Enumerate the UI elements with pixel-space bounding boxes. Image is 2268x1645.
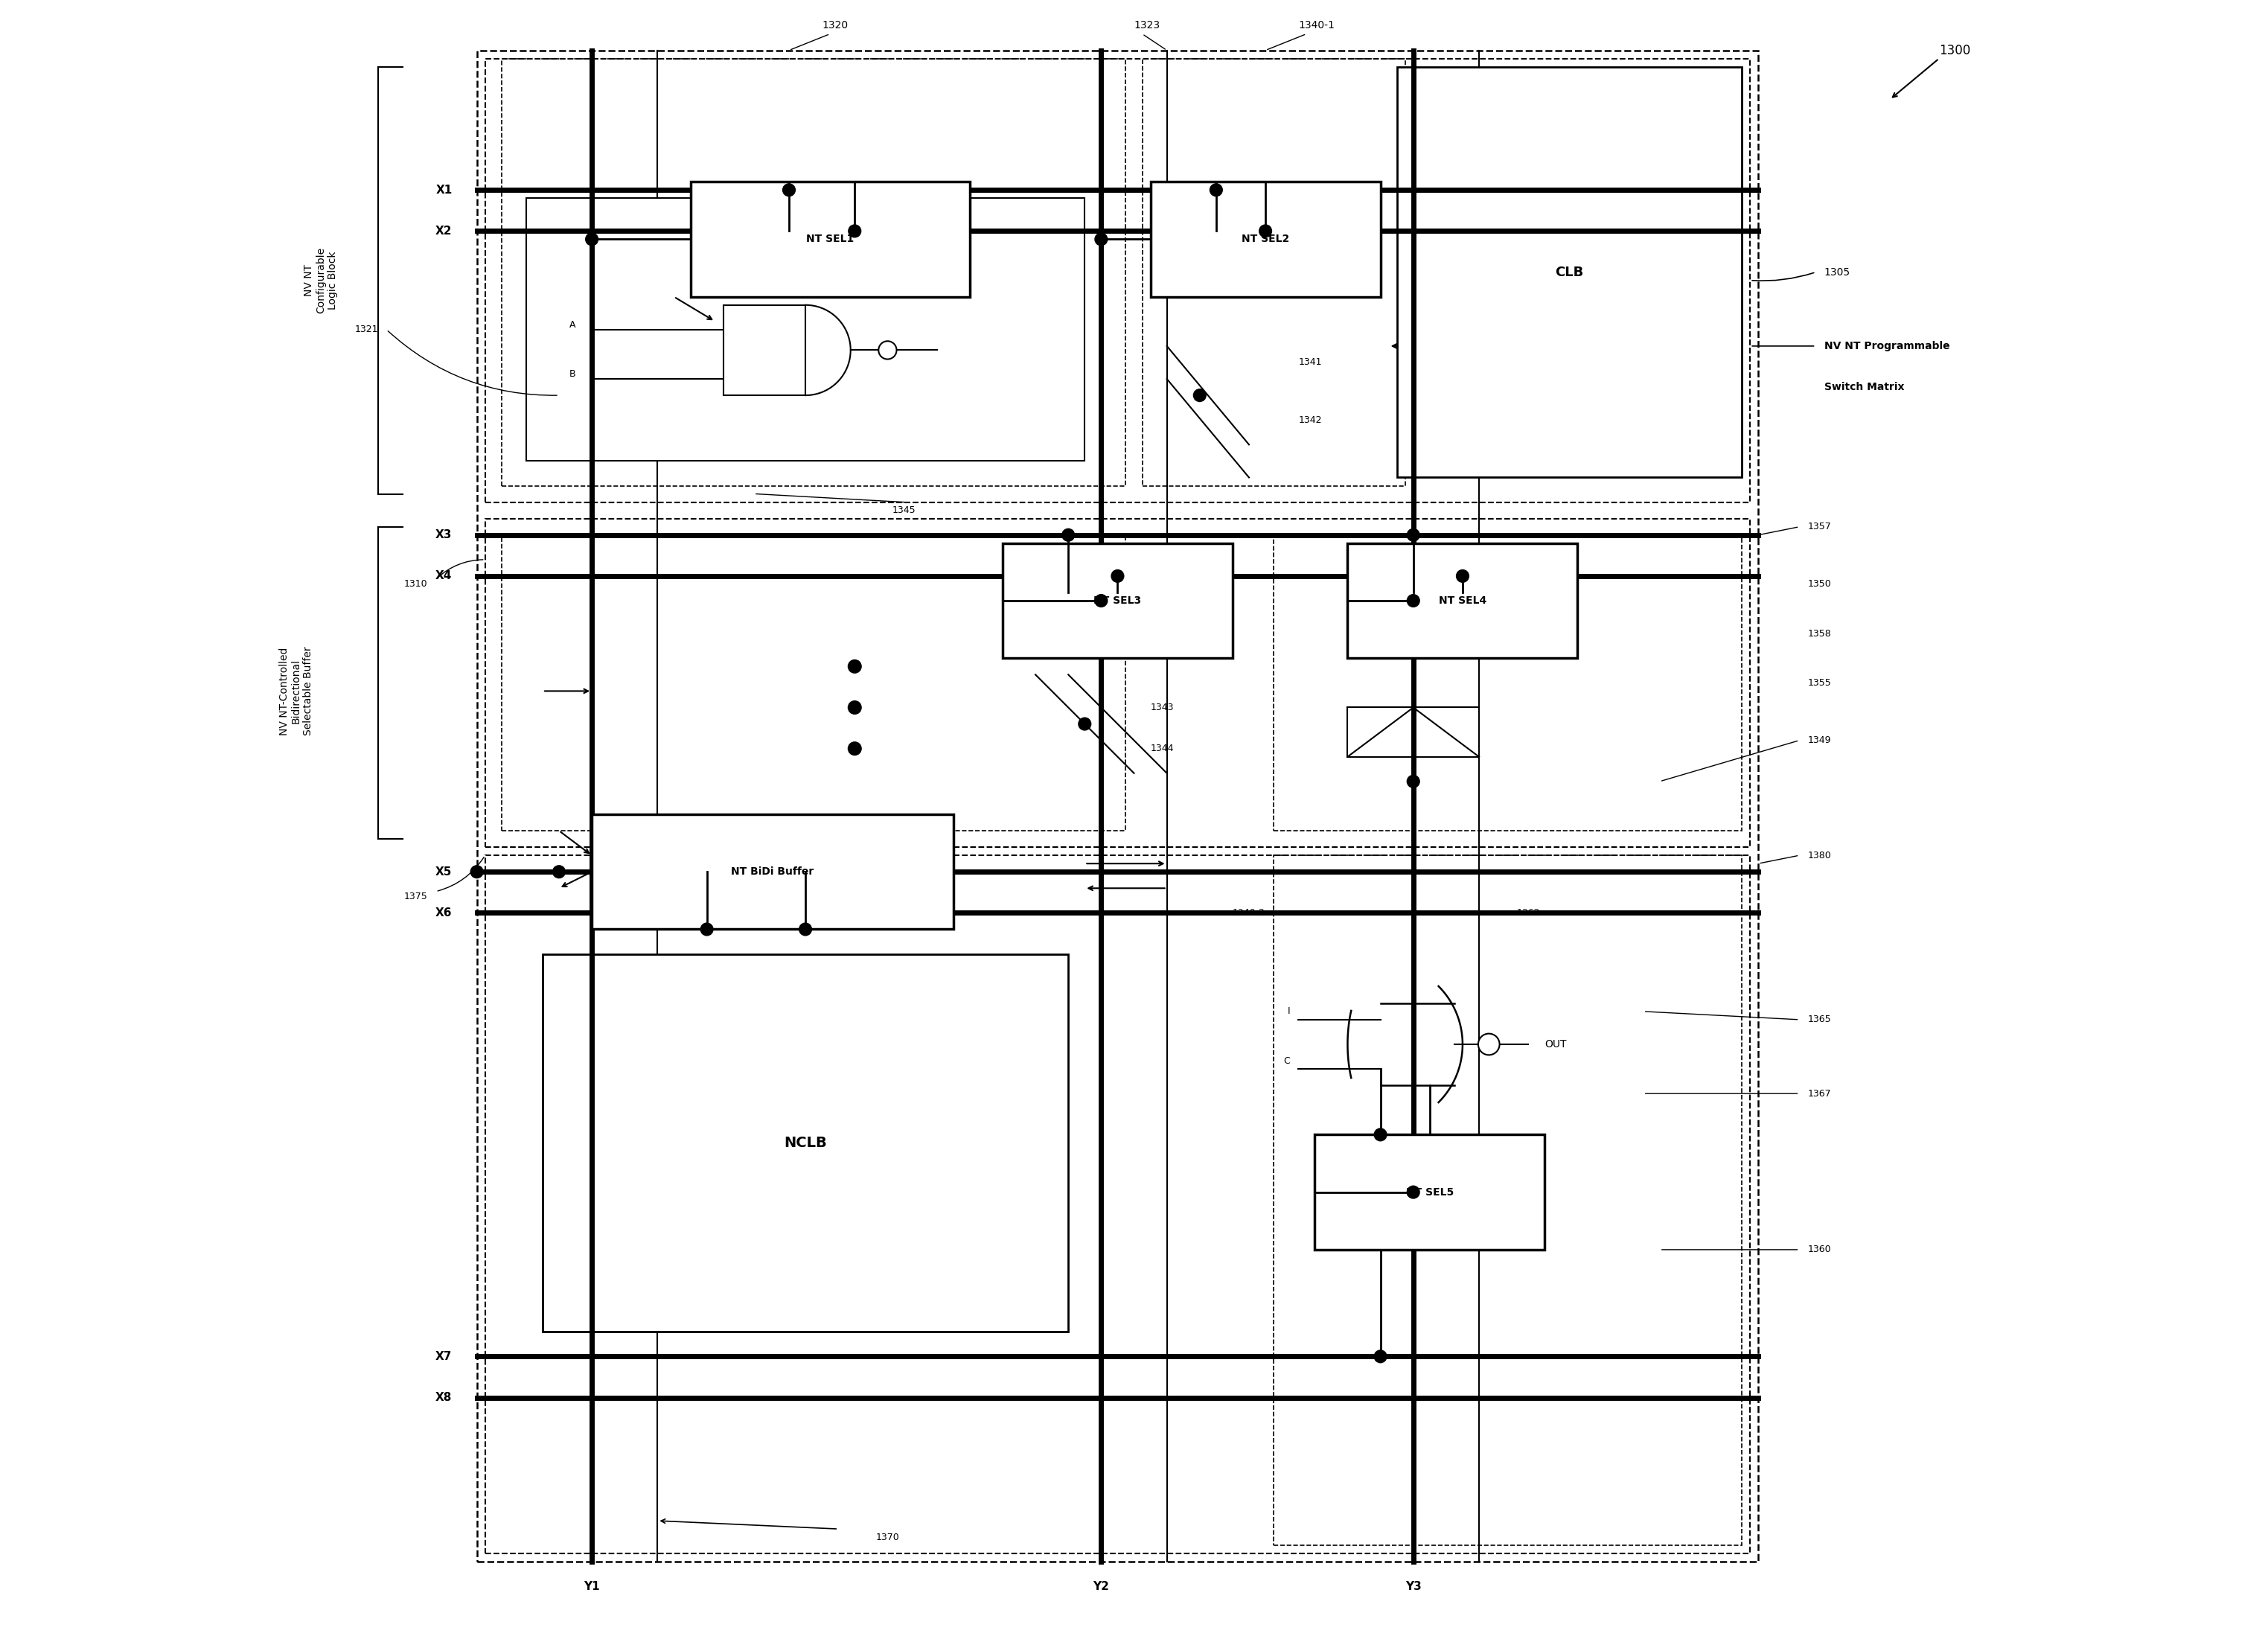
Text: Switch Matrix: Switch Matrix: [1823, 382, 1905, 393]
FancyBboxPatch shape: [1315, 1135, 1545, 1250]
Text: NT BiDi Buffer: NT BiDi Buffer: [730, 867, 814, 877]
Circle shape: [701, 923, 712, 936]
Text: Y1: Y1: [583, 1581, 599, 1592]
Circle shape: [1406, 594, 1420, 607]
Text: NT SEL5: NT SEL5: [1406, 1188, 1454, 1198]
FancyBboxPatch shape: [542, 954, 1068, 1332]
Text: 1323: 1323: [1134, 20, 1161, 31]
Text: NCLB: NCLB: [785, 1135, 828, 1150]
Text: 1320: 1320: [821, 20, 848, 31]
Text: X2: X2: [435, 225, 451, 237]
Text: 1365: 1365: [1808, 1015, 1830, 1025]
Circle shape: [1095, 234, 1107, 245]
Text: 1362: 1362: [1517, 908, 1540, 918]
FancyBboxPatch shape: [689, 181, 971, 296]
Text: CLB: CLB: [1556, 265, 1583, 278]
FancyBboxPatch shape: [1347, 543, 1579, 658]
Text: 1343: 1343: [1150, 702, 1175, 712]
Text: 1340-2: 1340-2: [1232, 908, 1266, 918]
Text: NT SEL4: NT SEL4: [1438, 595, 1486, 605]
Circle shape: [1479, 1033, 1499, 1054]
FancyBboxPatch shape: [1397, 67, 1742, 477]
Circle shape: [798, 923, 812, 936]
Text: 1341: 1341: [1297, 357, 1322, 367]
Text: 1380: 1380: [1808, 850, 1830, 860]
Text: NV NT
Configurable
Logic Block: NV NT Configurable Logic Block: [304, 247, 338, 314]
Text: 1321: 1321: [354, 324, 379, 334]
Circle shape: [782, 184, 796, 196]
Text: NT SEL2: NT SEL2: [1241, 234, 1288, 245]
Circle shape: [1406, 775, 1420, 788]
Text: 1375: 1375: [404, 892, 429, 901]
Text: 1360: 1360: [1808, 1245, 1830, 1255]
Text: C: C: [1284, 1056, 1290, 1066]
Text: NV NT-Controlled
Bidirectional
Selectable Buffer: NV NT-Controlled Bidirectional Selectabl…: [279, 646, 313, 735]
Text: Y3: Y3: [1406, 1581, 1422, 1592]
Text: 1370: 1370: [875, 1533, 900, 1541]
FancyBboxPatch shape: [723, 304, 805, 395]
Text: 1310: 1310: [404, 579, 429, 589]
Text: 1350: 1350: [1808, 579, 1830, 589]
Circle shape: [1209, 184, 1222, 196]
Text: NT SEL3: NT SEL3: [1093, 595, 1141, 605]
FancyBboxPatch shape: [1150, 181, 1381, 296]
Circle shape: [553, 865, 565, 878]
Text: X8: X8: [435, 1392, 451, 1403]
Circle shape: [1456, 569, 1470, 582]
Text: 1305: 1305: [1823, 266, 1851, 278]
Text: 1344: 1344: [1150, 744, 1175, 753]
Text: 1300: 1300: [1939, 44, 1971, 58]
Circle shape: [1374, 1351, 1386, 1362]
Text: NV NT Programmable: NV NT Programmable: [1823, 341, 1950, 352]
Circle shape: [848, 742, 862, 755]
Text: X6: X6: [435, 908, 451, 918]
Circle shape: [878, 341, 896, 359]
Circle shape: [469, 865, 483, 878]
Circle shape: [1193, 390, 1207, 401]
Text: X3: X3: [435, 530, 451, 541]
Circle shape: [1259, 225, 1272, 237]
Text: 1345: 1345: [891, 505, 916, 515]
Text: B: B: [569, 368, 576, 378]
Text: Y2: Y2: [1093, 1581, 1109, 1592]
Circle shape: [1061, 528, 1075, 541]
Text: NT SEL1: NT SEL1: [805, 234, 855, 245]
Text: X4: X4: [435, 571, 451, 582]
Text: 1340-1: 1340-1: [1297, 20, 1334, 31]
Text: X7: X7: [435, 1351, 451, 1362]
Text: OUT: OUT: [1545, 1040, 1567, 1050]
Circle shape: [585, 234, 599, 245]
Text: X5: X5: [435, 867, 451, 877]
Circle shape: [1406, 1186, 1420, 1199]
Text: X1: X1: [435, 184, 451, 196]
Text: 1357: 1357: [1808, 521, 1830, 531]
Circle shape: [1374, 1128, 1386, 1142]
Circle shape: [848, 225, 862, 237]
Text: I: I: [1288, 1007, 1290, 1017]
FancyBboxPatch shape: [1002, 543, 1232, 658]
Text: 1367: 1367: [1808, 1089, 1830, 1099]
Circle shape: [1111, 569, 1125, 582]
Circle shape: [1080, 717, 1091, 730]
Circle shape: [848, 701, 862, 714]
Circle shape: [848, 660, 862, 673]
FancyBboxPatch shape: [592, 814, 953, 929]
Text: 1342: 1342: [1297, 415, 1322, 424]
Text: 1358: 1358: [1808, 628, 1830, 638]
FancyBboxPatch shape: [526, 197, 1084, 461]
Text: A: A: [569, 319, 576, 329]
Text: 1349: 1349: [1808, 735, 1830, 745]
Text: 1355: 1355: [1808, 678, 1830, 688]
Circle shape: [1095, 594, 1107, 607]
Circle shape: [1406, 528, 1420, 541]
